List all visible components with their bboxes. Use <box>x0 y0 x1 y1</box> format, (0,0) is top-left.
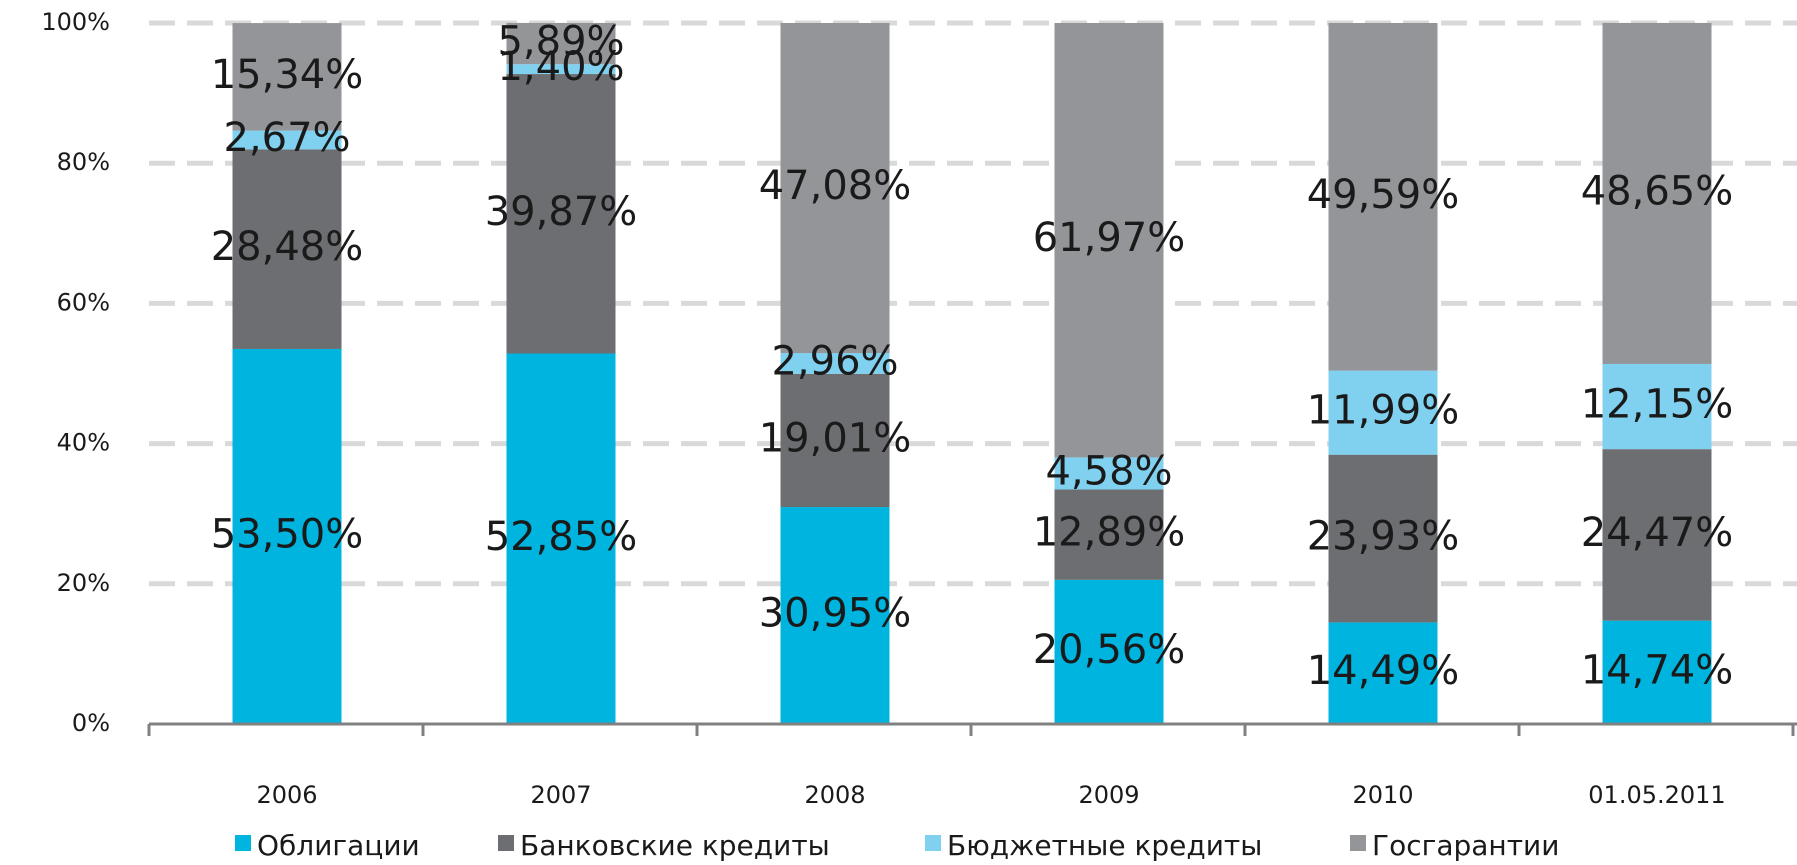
bar-segment <box>780 353 890 374</box>
bar-segment <box>1328 622 1438 724</box>
data-label: 24,47% <box>1581 510 1734 556</box>
data-label: 48,65% <box>1581 168 1734 214</box>
bar-segment <box>780 507 890 724</box>
x-tick-label: 2009 <box>1078 781 1139 809</box>
legend-label: Банковские кредиты <box>520 829 830 862</box>
bar-segment <box>506 64 616 75</box>
y-tick-label: 20% <box>57 569 110 597</box>
y-tick-label: 80% <box>57 148 110 176</box>
data-label: 2,96% <box>771 338 898 384</box>
legend-label: Облигации <box>257 829 420 862</box>
bar-segment <box>1328 454 1438 623</box>
bar-segment <box>232 130 342 150</box>
x-tick-label: 2007 <box>530 781 591 809</box>
data-label: 15,34% <box>211 52 364 98</box>
bar-segment <box>506 74 616 354</box>
legend-swatch <box>498 835 514 851</box>
data-label: 1,40% <box>497 44 624 90</box>
y-tick-label: 60% <box>57 288 110 316</box>
data-label: 14,74% <box>1581 647 1734 693</box>
bar-segment <box>506 22 616 65</box>
data-label: 52,85% <box>485 514 638 560</box>
y-tick-label: 0% <box>72 709 110 737</box>
data-label: 28,48% <box>211 224 364 270</box>
bar-segment <box>1328 23 1438 371</box>
data-label: 47,08% <box>759 163 912 209</box>
x-tick-label: 01.05.2011 <box>1588 781 1725 809</box>
bar-segment <box>232 23 342 131</box>
data-label: 23,93% <box>1307 514 1460 560</box>
legend-swatch <box>925 835 941 851</box>
bar-segment <box>1054 23 1164 458</box>
bar-segment <box>1054 579 1164 724</box>
bar-segment <box>1328 370 1438 455</box>
data-label: 2,67% <box>223 115 350 161</box>
bar-segment <box>1054 457 1164 490</box>
bar-segment <box>232 348 342 724</box>
data-label: 39,87% <box>485 189 638 235</box>
data-label: 12,89% <box>1033 510 1186 556</box>
bar-segment <box>1054 489 1164 580</box>
bar-segment <box>1602 363 1712 450</box>
bar-segment <box>780 373 890 508</box>
bar-segment <box>1602 22 1712 364</box>
y-tick-label: 40% <box>57 429 110 457</box>
x-tick-label: 2006 <box>256 781 317 809</box>
bar-segment <box>780 23 890 354</box>
y-tick-label: 100% <box>41 8 110 36</box>
legend-label: Госгарантии <box>1372 829 1559 862</box>
data-label: 53,50% <box>211 511 364 557</box>
x-tick-label: 2010 <box>1352 781 1413 809</box>
bar-segment <box>232 149 342 349</box>
bar-segment <box>1602 449 1712 621</box>
x-tick-label: 2008 <box>804 781 865 809</box>
data-label: 20,56% <box>1033 627 1186 673</box>
legend-label: Бюджетные кредиты <box>947 829 1262 862</box>
data-label: 11,99% <box>1307 388 1460 434</box>
data-label: 14,49% <box>1307 648 1460 694</box>
data-label: 49,59% <box>1307 172 1460 218</box>
legend-swatch <box>235 835 251 851</box>
data-label: 12,15% <box>1581 382 1734 428</box>
data-label: 19,01% <box>759 415 912 461</box>
data-label: 61,97% <box>1033 215 1186 261</box>
data-label: 5,89% <box>497 19 624 65</box>
bar-segment <box>506 353 616 724</box>
bar-segment <box>1602 620 1712 724</box>
data-label: 4,58% <box>1045 448 1172 494</box>
data-label: 30,95% <box>759 591 912 637</box>
legend-swatch <box>1350 835 1366 851</box>
